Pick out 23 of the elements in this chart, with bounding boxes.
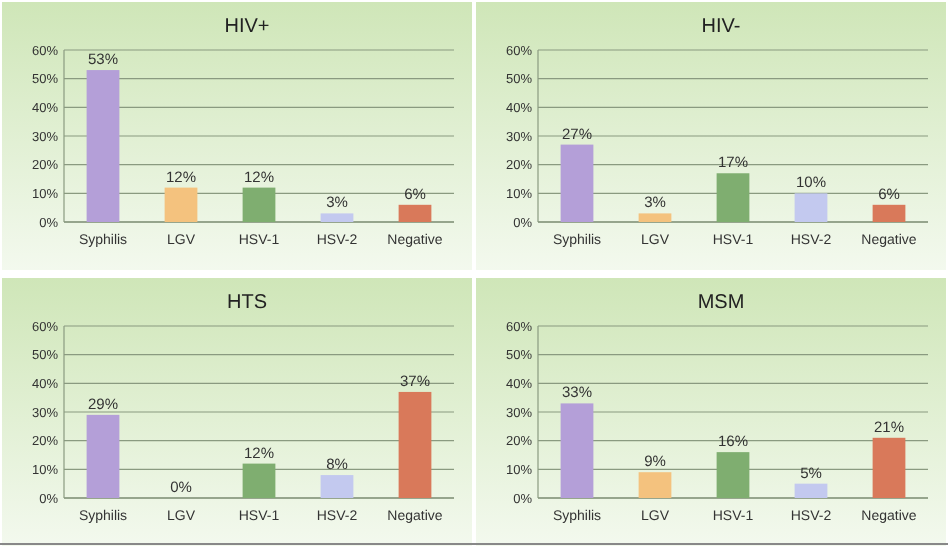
bar xyxy=(794,483,828,498)
bar xyxy=(872,437,906,498)
bar xyxy=(242,187,276,222)
bar xyxy=(638,213,672,222)
chart-title: HIV- xyxy=(701,16,741,38)
bar xyxy=(398,391,432,498)
bar xyxy=(716,173,750,222)
bar xyxy=(638,472,672,498)
chart-title: HIV+ xyxy=(224,16,270,38)
bar xyxy=(872,204,906,222)
bar xyxy=(398,204,432,222)
chart-title: HTS xyxy=(227,292,268,314)
bar xyxy=(794,193,828,222)
bar xyxy=(86,414,120,498)
bar xyxy=(86,70,120,222)
bar xyxy=(560,144,594,222)
bar xyxy=(320,213,354,222)
bar xyxy=(560,403,594,498)
bar xyxy=(320,475,354,498)
bar xyxy=(716,452,750,498)
bar xyxy=(242,463,276,498)
bar xyxy=(164,187,198,222)
chart-title: MSM xyxy=(697,292,745,314)
